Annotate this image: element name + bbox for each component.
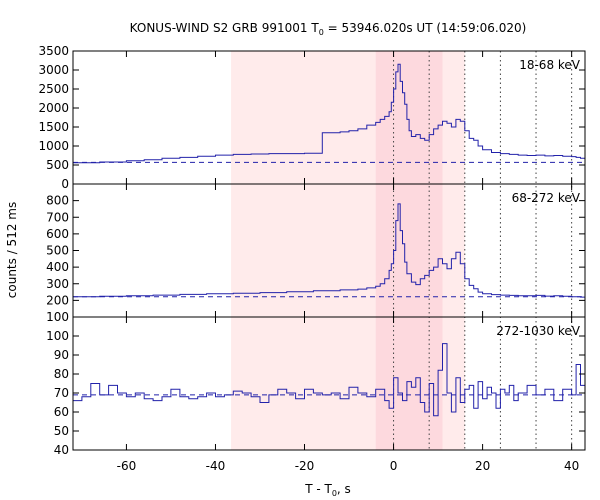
y-tick-label: 2000 xyxy=(38,101,69,115)
shaded-interval-1 xyxy=(375,51,443,450)
y-tick-label: 80 xyxy=(54,367,69,381)
y-tick-label: 2500 xyxy=(38,82,69,96)
y-tick-label: 1500 xyxy=(38,120,69,134)
panel-1: 0 500 1000 1500 2000 2500 3000 3500 18-68 keV xyxy=(38,44,586,191)
y-tick-label: 400 xyxy=(46,260,69,274)
x-tick-label: -20 xyxy=(295,459,315,473)
y-tick-label: 800 xyxy=(46,194,69,208)
panel-energy-label: 272-1030 keV xyxy=(496,324,580,338)
y-tick-label: 200 xyxy=(46,293,69,307)
panel-3: 40 50 60 70 80 90 100 272-1030 keV xyxy=(46,316,586,457)
y-tick-label: 100 xyxy=(46,310,69,324)
panel-2: 100 200 300 400 500 600 700 800 68-272 keV xyxy=(46,183,586,324)
chart-title: KONUS-WIND S2 GRB 991001 T0 = 53946.020s… xyxy=(130,21,527,37)
x-tick-label: -60 xyxy=(117,459,137,473)
y-tick-label: 300 xyxy=(46,277,69,291)
light-curve-series xyxy=(73,343,586,417)
y-tick-label: 600 xyxy=(46,227,69,241)
y-tick-label: 70 xyxy=(54,386,69,400)
x-tick-label: 0 xyxy=(390,459,398,473)
y-tick-label: 500 xyxy=(46,244,69,258)
x-tick-label: -40 xyxy=(206,459,226,473)
y-tick-label: 50 xyxy=(54,424,69,438)
y-tick-label: 700 xyxy=(46,210,69,224)
y-tick-label: 0 xyxy=(61,177,69,191)
panel-frame xyxy=(72,316,586,451)
y-tick-label: 3000 xyxy=(38,63,69,77)
y-tick-label: 1000 xyxy=(38,139,69,153)
x-axis-label: T - T0, s xyxy=(304,482,351,498)
x-tick-label: 20 xyxy=(475,459,490,473)
light-curve-series xyxy=(73,63,586,164)
panel-energy-label: 68-272 keV xyxy=(512,191,581,205)
y-tick-label: 40 xyxy=(54,443,69,457)
x-tick-label: 40 xyxy=(564,459,579,473)
y-tick-label: 100 xyxy=(46,329,69,343)
y-tick-label: 60 xyxy=(54,405,69,419)
y-tick-label: 500 xyxy=(46,158,69,172)
y-tick-label: 90 xyxy=(54,348,69,362)
y-axis-label: counts / 512 ms xyxy=(5,202,19,298)
light-curve-series xyxy=(73,203,586,298)
panel-energy-label: 18-68 keV xyxy=(519,58,581,72)
y-tick-label: 3500 xyxy=(38,44,69,58)
